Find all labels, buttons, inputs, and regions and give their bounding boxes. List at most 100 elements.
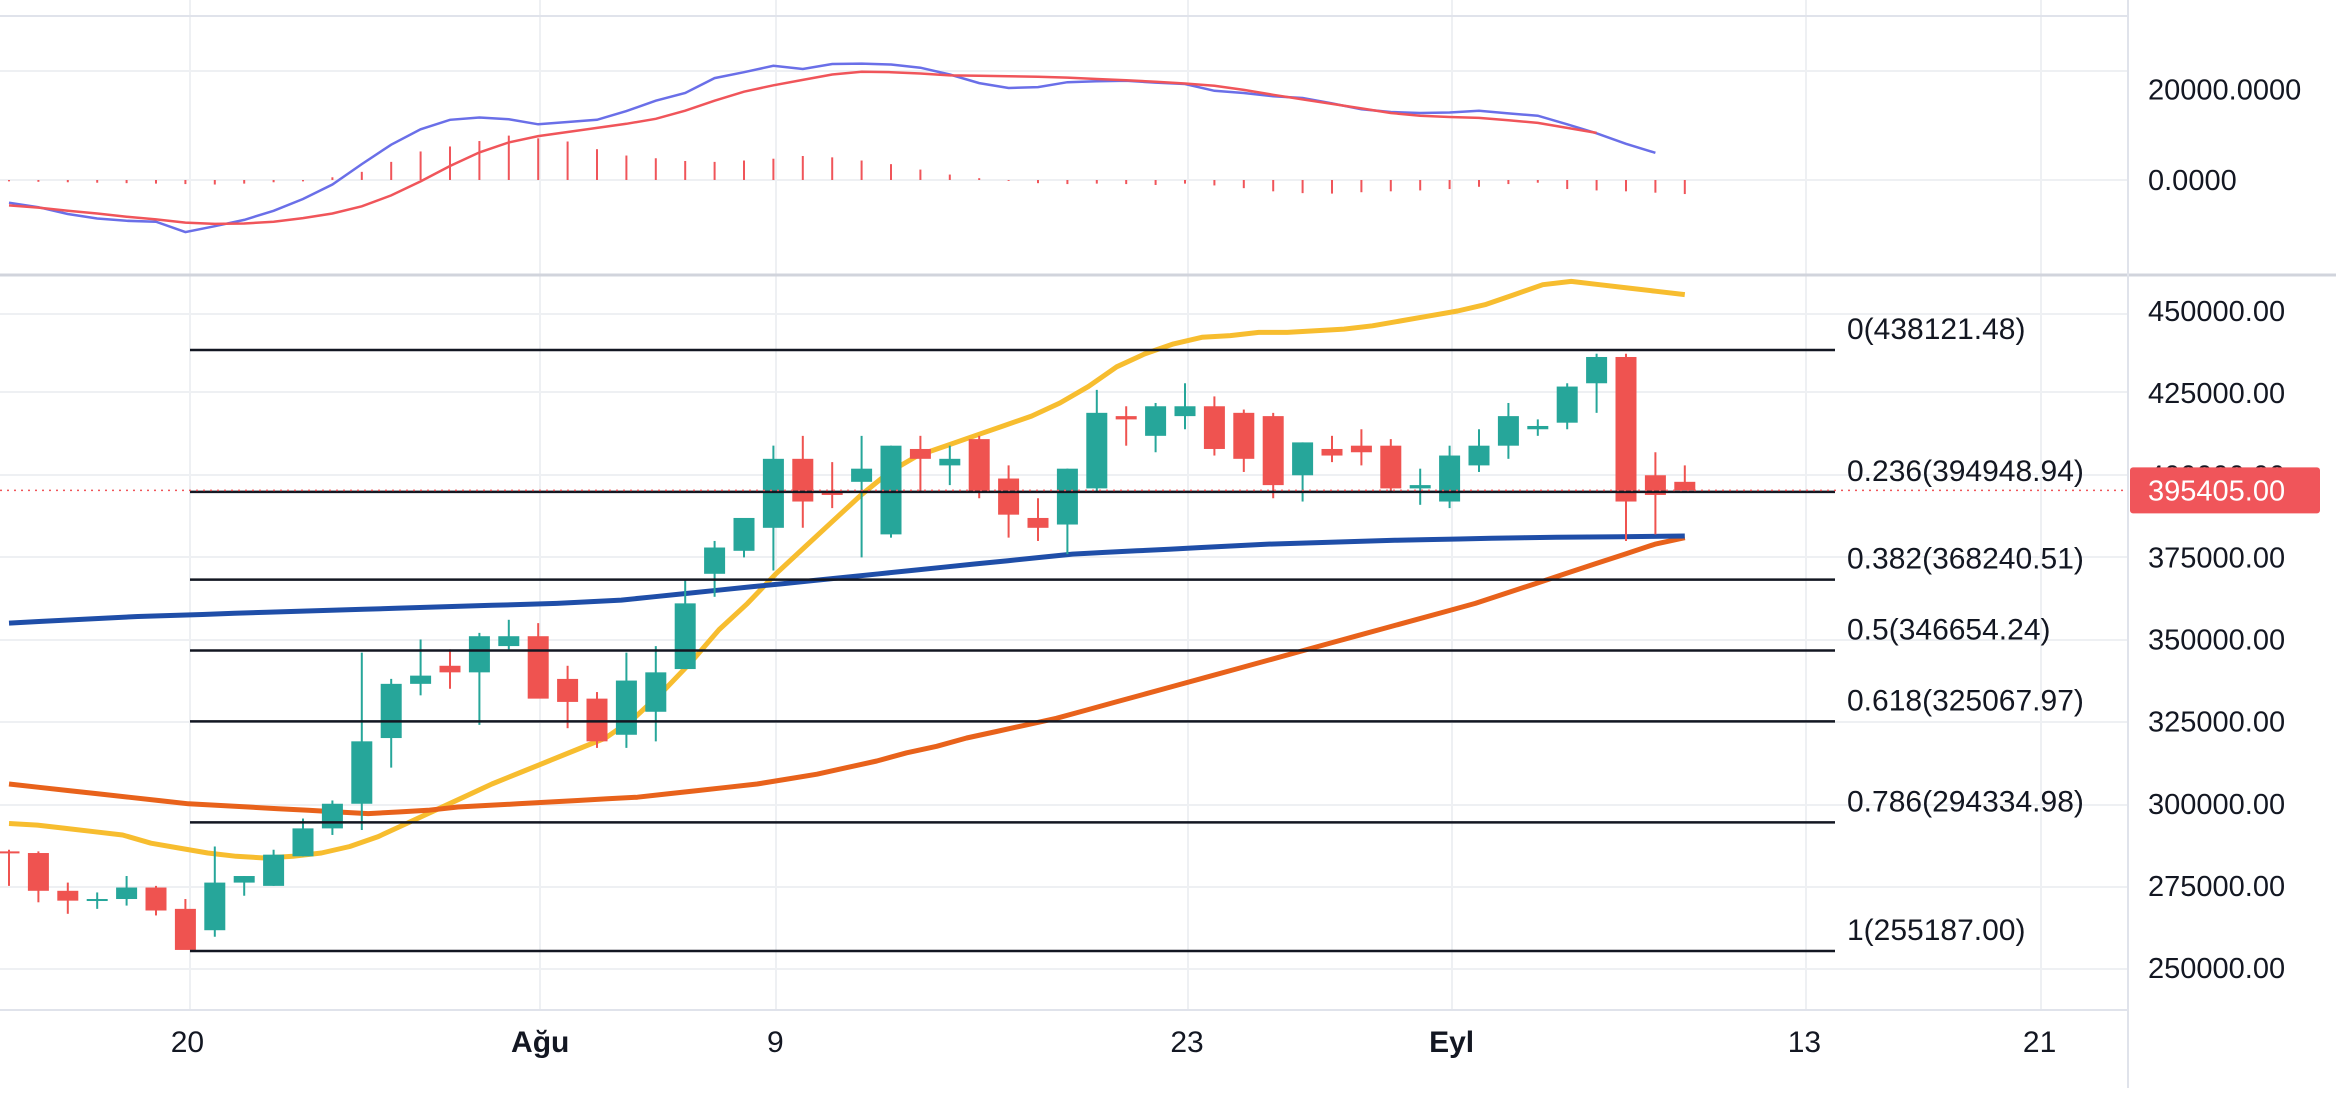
- candle-body: [733, 517, 755, 551]
- fib-level-label: 0.382(368240.51): [1847, 543, 2084, 576]
- moving-average-line-3: [8, 533, 1685, 626]
- candle: [998, 465, 1020, 538]
- candle: [1321, 435, 1343, 463]
- macd-signal-line: [8, 70, 1597, 226]
- candle: [1086, 389, 1108, 492]
- fib-level-label: 0.786(294334.98): [1847, 785, 2084, 818]
- candle-body: [1409, 485, 1431, 489]
- candle-body: [851, 468, 873, 482]
- candle-body: [86, 899, 108, 902]
- candle: [968, 435, 990, 499]
- candle: [321, 800, 343, 835]
- candle: [704, 540, 726, 597]
- candle: [204, 846, 226, 937]
- price-axis-tick: 425000.00: [2148, 378, 2285, 410]
- candle-body: [468, 636, 490, 673]
- candle: [1556, 383, 1578, 430]
- price-axis[interactable]: 20000.0000 0.0000 450000.00 425000.00 375000…: [2130, 74, 2320, 985]
- candle-body: [1115, 416, 1137, 420]
- candle: [410, 639, 432, 696]
- fib-level-label: 0(438121.48): [1847, 313, 2025, 346]
- candle: [498, 619, 520, 650]
- candle-body: [233, 876, 255, 883]
- candle-body: [263, 854, 285, 886]
- candle-body: [351, 741, 373, 804]
- candle: [909, 435, 931, 492]
- candle: [145, 885, 167, 916]
- fib-level-label: 0.5(346654.24): [1847, 613, 2051, 646]
- candle-body: [704, 547, 726, 574]
- candle: [1203, 396, 1225, 456]
- moving-average-line-2: [8, 535, 1686, 817]
- candle-body: [1321, 448, 1343, 456]
- candle-body: [0, 851, 20, 854]
- candle-body: [410, 675, 432, 684]
- candle-body: [998, 478, 1020, 515]
- candle: [1527, 419, 1549, 436]
- time-axis-label: 13: [1788, 1026, 1821, 1059]
- candle: [1056, 468, 1078, 555]
- candle: [1380, 439, 1402, 492]
- candle: [1409, 468, 1431, 505]
- last-price-tag[interactable]: 395405.00: [2130, 467, 2320, 514]
- time-axis-label: Eyl: [1429, 1026, 1474, 1059]
- candle: [292, 818, 314, 857]
- candle: [615, 652, 637, 748]
- candle: [1439, 445, 1461, 509]
- price-axis-tick: 250000.00: [2148, 953, 2285, 985]
- price-panel: [0, 278, 1696, 950]
- macd-axis-tick: 0.0000: [2148, 165, 2237, 197]
- candle-body: [792, 458, 814, 502]
- candle: [1233, 409, 1255, 472]
- last-price-tag-bg: [2130, 467, 2320, 514]
- fibonacci-retracement[interactable]: 0(438121.48) 0.236(394948.94) 0.382(368240…: [0, 313, 2128, 953]
- macd-panel: [8, 62, 1686, 234]
- macd-macd-line: [8, 62, 1656, 234]
- candle: [762, 445, 784, 571]
- candle: [351, 652, 373, 831]
- candle: [57, 882, 79, 914]
- candle-body: [380, 683, 402, 739]
- candle: [821, 462, 843, 509]
- candle-body: [27, 853, 49, 891]
- candle: [1174, 383, 1196, 430]
- candle-body: [939, 458, 961, 466]
- price-axis-tick: 275000.00: [2148, 871, 2285, 903]
- candle-body: [909, 448, 931, 459]
- macd-axis-tick: 20000.0000: [2148, 74, 2301, 106]
- price-axis-tick: 375000.00: [2148, 542, 2285, 574]
- candle-body: [1674, 481, 1696, 491]
- candle-body: [1556, 386, 1578, 423]
- price-axis-tick: 325000.00: [2148, 707, 2285, 739]
- candle: [1027, 498, 1049, 541]
- fib-level-label: 1(255187.00): [1847, 914, 2025, 947]
- candle: [1674, 465, 1696, 491]
- candle-body: [1292, 442, 1314, 476]
- candle: [27, 851, 49, 903]
- time-axis-label: 9: [767, 1026, 784, 1059]
- candle: [1115, 406, 1137, 446]
- candle-body: [116, 887, 138, 900]
- candle-body: [1056, 468, 1078, 525]
- candle: [86, 892, 108, 909]
- candle: [1497, 402, 1519, 459]
- candle-body: [1468, 445, 1490, 466]
- candle-body: [557, 678, 579, 702]
- price-axis-tick: 450000.00: [2148, 296, 2285, 328]
- candle: [733, 517, 755, 558]
- candle-body: [204, 882, 226, 931]
- candle: [645, 646, 667, 742]
- candle-body: [586, 698, 608, 742]
- time-axis-label: 21: [2023, 1026, 2056, 1059]
- candle: [674, 580, 696, 670]
- candle: [263, 849, 285, 886]
- candle: [851, 435, 873, 558]
- time-axis[interactable]: 20 Ağu 9 23 Eyl 13 21: [171, 1026, 2057, 1059]
- candle-body: [1027, 517, 1049, 528]
- candle-body: [1233, 412, 1255, 459]
- candle: [116, 876, 138, 906]
- candle-body: [439, 665, 461, 673]
- candle-body: [1615, 356, 1637, 502]
